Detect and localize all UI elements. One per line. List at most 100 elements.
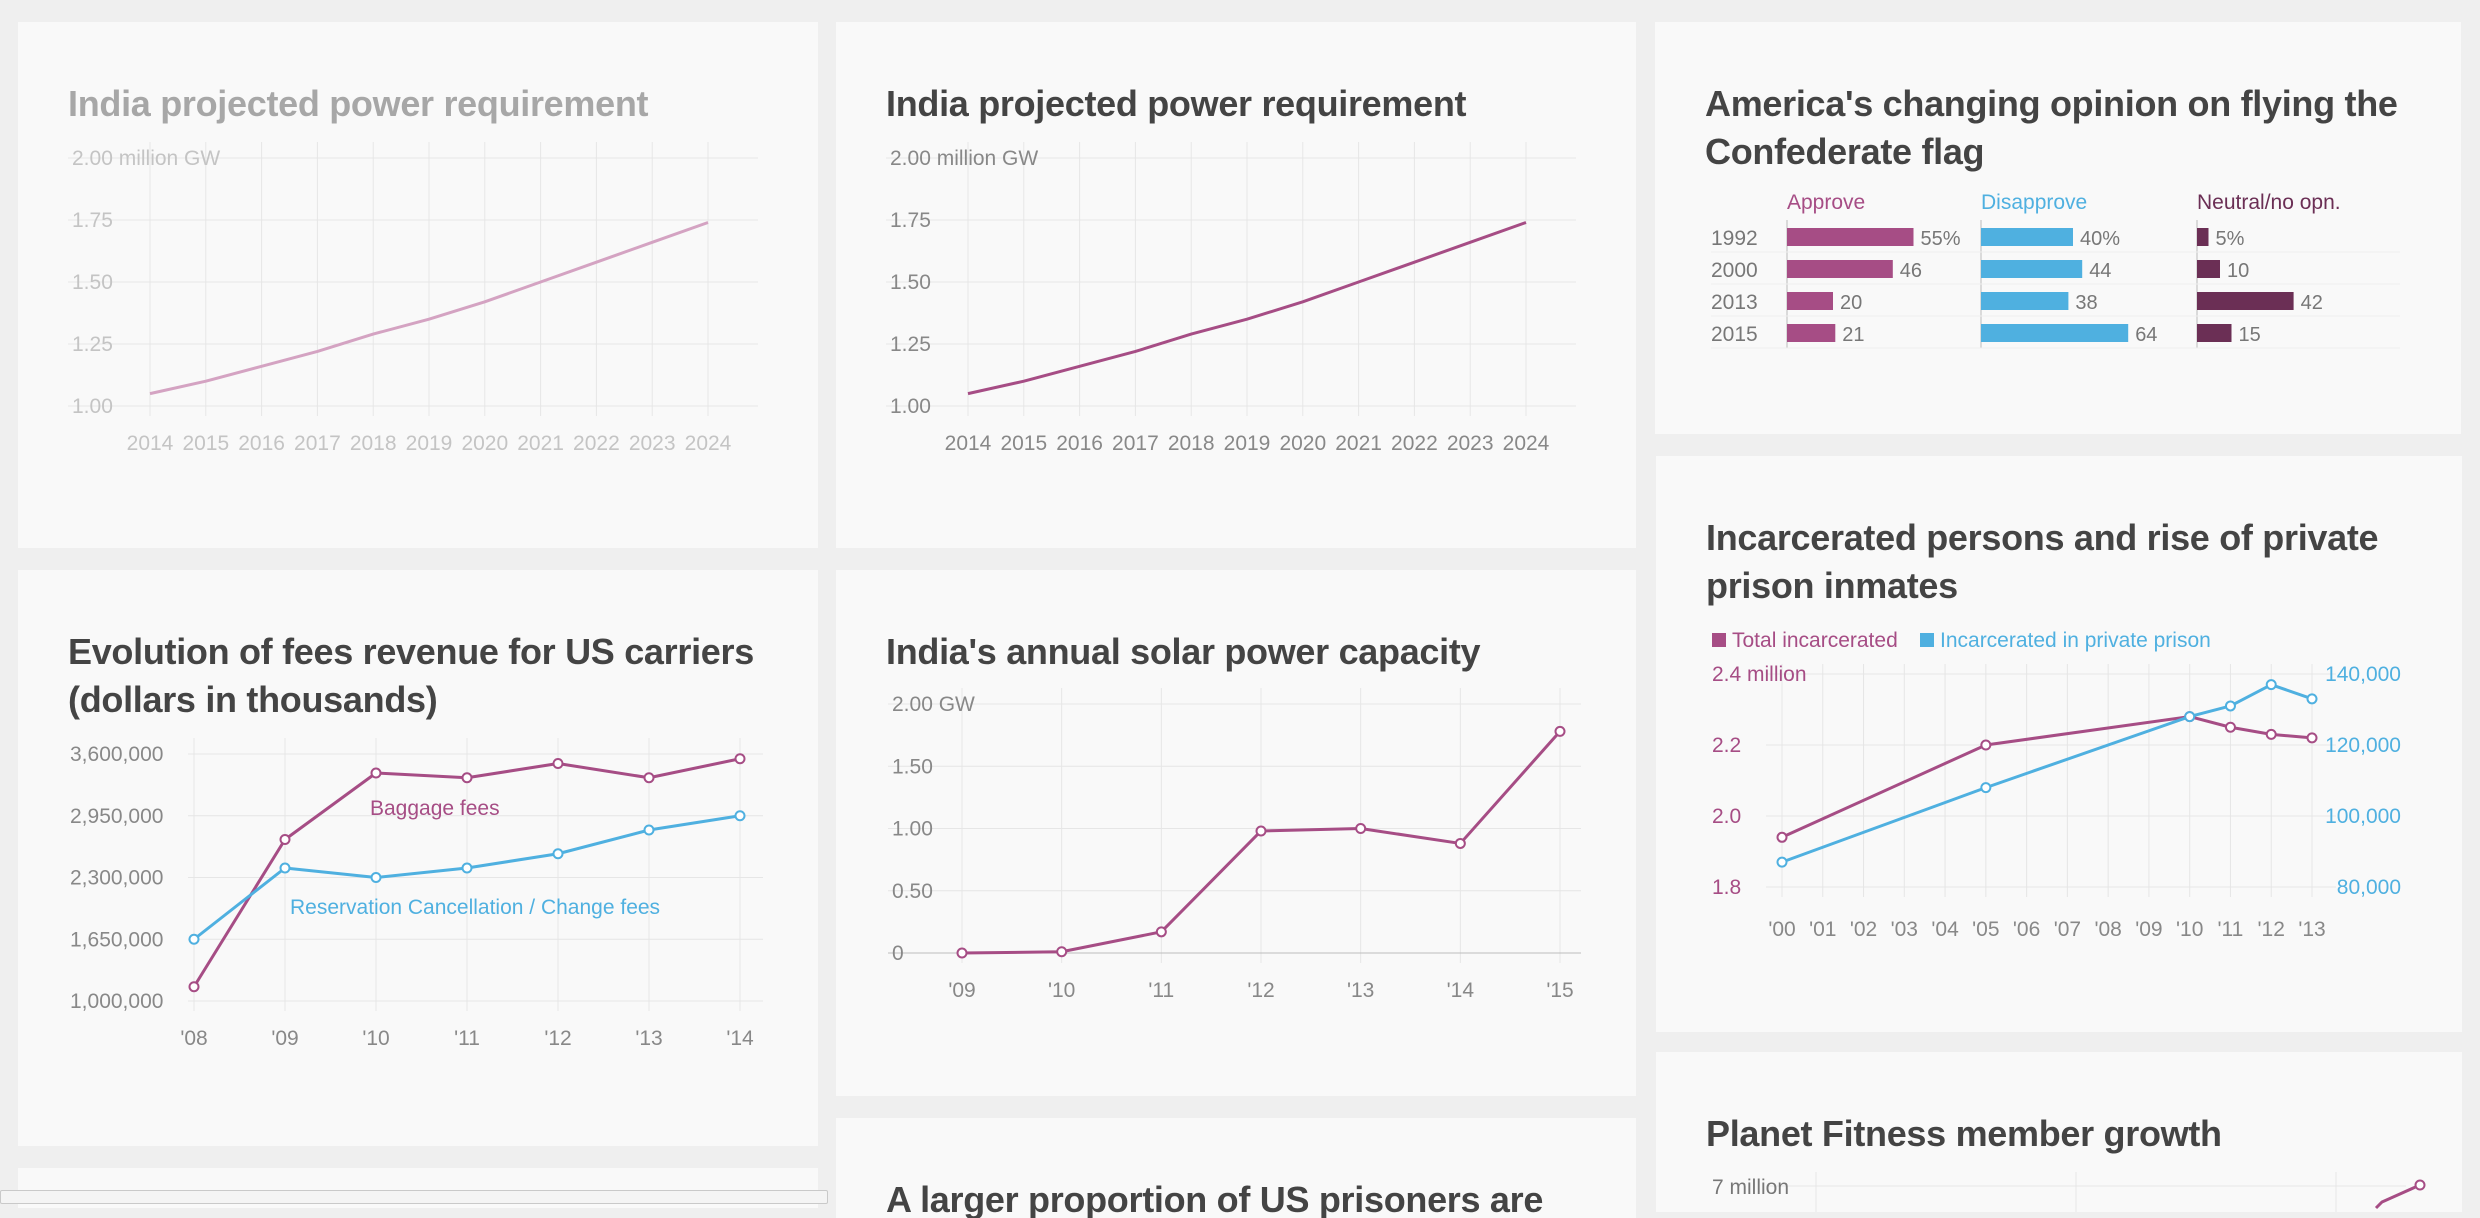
x-tick-label: '11 <box>1148 979 1174 1002</box>
x-tick-label: '10 <box>362 1027 389 1050</box>
y-tick-label: 1.75 <box>72 209 113 232</box>
bar-value-label: 5% <box>2216 228 2245 250</box>
bar <box>1981 324 2129 342</box>
x-tick-label: '05 <box>1972 918 1999 941</box>
series-label: Reservation Cancellation / Change fees <box>290 896 660 919</box>
y-tick-label: 2,950,000 <box>70 805 163 828</box>
data-point <box>1056 946 1068 958</box>
chart-card-fitness: Planet Fitness member growth 7 million <box>1656 1052 2462 1212</box>
x-tick-label: '12 <box>2258 918 2285 941</box>
chart-card-solar: India's annual solar power capacity '09 '… <box>836 570 1636 1096</box>
y-tick-label: 1,000,000 <box>70 990 163 1013</box>
data-point <box>1454 837 1466 849</box>
x-tick-label: 2018 <box>350 432 397 455</box>
flag-chart: 1992 2000 2013 2015 Approve 55% 46 20 21 Disappro… <box>1711 191 2400 349</box>
chart-card-prison: Incarcerated persons and rise of private… <box>1656 456 2462 1032</box>
data-point <box>461 772 473 784</box>
power-faded-chart: 2014 2015 2016 2017 2018 2019 2020 2021 2022 2023… <box>68 142 758 455</box>
x-tick-label: 2019 <box>1224 432 1271 455</box>
x-tick-label: '08 <box>180 1027 207 1050</box>
x-tick-label: 2016 <box>1056 432 1103 455</box>
series-line <box>1781 715 2313 839</box>
x-tick-label: 2023 <box>629 432 676 455</box>
y-tick-label: 1.00 <box>72 395 113 418</box>
x-tick-label: '12 <box>1247 979 1274 1002</box>
bar <box>2197 228 2209 246</box>
x-tick-label: '04 <box>1931 918 1959 941</box>
data-point <box>643 772 655 784</box>
x-tick-label: 2020 <box>461 432 508 455</box>
y-tick-label: 0 <box>892 942 904 965</box>
x-tick-label: 2017 <box>1112 432 1159 455</box>
data-point <box>1255 825 1267 837</box>
y-tick-label-left: 2.2 <box>1712 734 1741 757</box>
x-tick-label: '13 <box>635 1027 662 1050</box>
data-point <box>2224 700 2236 712</box>
x-tick-label: '11 <box>2218 918 2244 941</box>
bar-value-label: 55% <box>1921 228 1961 250</box>
fitness-chart: 7 million <box>1712 1172 2426 1212</box>
data-point <box>734 810 746 822</box>
chart-title: Evolution of fees revenue for US carrier… <box>68 631 754 720</box>
data-point <box>2265 679 2277 691</box>
x-tick-label: 2022 <box>573 432 620 455</box>
data-point <box>552 848 564 860</box>
chart-title: Planet Fitness member growth <box>1706 1113 2222 1154</box>
legend-swatch <box>1712 633 1726 647</box>
chart-title: India's annual solar power capacity <box>886 631 1481 672</box>
y-tick-label: 2.00 million GW <box>890 147 1038 170</box>
x-tick-label: 2014 <box>127 432 174 455</box>
x-tick-label: '13 <box>2298 918 2325 941</box>
data-point <box>279 834 291 845</box>
data-point <box>1980 782 1992 794</box>
y-tick-label: 7 million <box>1712 1176 1789 1199</box>
prison-chart: '00 '01 '02 '03 '04 '05 '06 '07 '08 '09 '10 '11 '12 '… <box>1712 629 2401 941</box>
y-tick-label: 2.00 million GW <box>72 147 220 170</box>
y-tick-label: 0.50 <box>892 880 933 903</box>
bar-value-label: 15 <box>2239 324 2261 346</box>
x-tick-label: 2018 <box>1168 432 1215 455</box>
chart-card-power-faded: India projected power requirement 2014 20… <box>18 22 818 548</box>
x-tick-label: 2021 <box>1335 432 1382 455</box>
data-point <box>370 767 382 779</box>
x-tick-label: 2016 <box>238 432 285 455</box>
bar <box>2197 324 2232 342</box>
data-point <box>1355 823 1367 834</box>
chart-card-prisoners: A larger proportion of US prisoners are <box>836 1118 1636 1218</box>
bar <box>1787 292 1833 310</box>
x-tick-label: '02 <box>1850 918 1877 941</box>
x-tick-label: 2015 <box>182 432 229 455</box>
x-tick-label: 2014 <box>945 432 992 455</box>
data-point <box>1776 831 1788 843</box>
data-point <box>552 758 564 769</box>
x-tick-label: '06 <box>2013 918 2040 941</box>
category-label: 1992 <box>1711 227 1758 250</box>
chart-card-flag: America's changing opinion on flying the… <box>1655 22 2461 434</box>
x-tick-label: '15 <box>1546 979 1573 1002</box>
bar <box>2197 260 2220 278</box>
data-point <box>370 872 382 883</box>
data-point <box>2306 732 2318 744</box>
chart-title: India projected power requirement <box>68 83 649 124</box>
bar-value-label: 40% <box>2080 228 2120 250</box>
x-tick-label: '14 <box>1447 979 1475 1002</box>
x-tick-label: 2024 <box>1503 432 1550 455</box>
x-tick-label: 2023 <box>1447 432 1494 455</box>
x-tick-label: 2020 <box>1279 432 1326 455</box>
y-tick-label: 1.25 <box>890 333 931 356</box>
bar <box>1981 260 2083 278</box>
bar-value-label: 20 <box>1840 292 1862 314</box>
y-tick-label: 1.00 <box>892 818 933 841</box>
data-point <box>188 981 200 993</box>
data-point <box>643 824 655 836</box>
bar-value-label: 10 <box>2227 260 2249 282</box>
chart-title: India projected power requirement <box>886 83 1467 124</box>
y-tick-label: 1,650,000 <box>70 928 163 951</box>
bar <box>1981 292 2069 310</box>
series-label: Baggage fees <box>370 797 500 820</box>
x-tick-label: '13 <box>1347 979 1374 1002</box>
series-line <box>2374 1183 2421 1210</box>
data-point <box>1776 856 1788 868</box>
category-label: 2015 <box>1711 323 1758 346</box>
y-tick-label: 1.50 <box>72 271 113 294</box>
